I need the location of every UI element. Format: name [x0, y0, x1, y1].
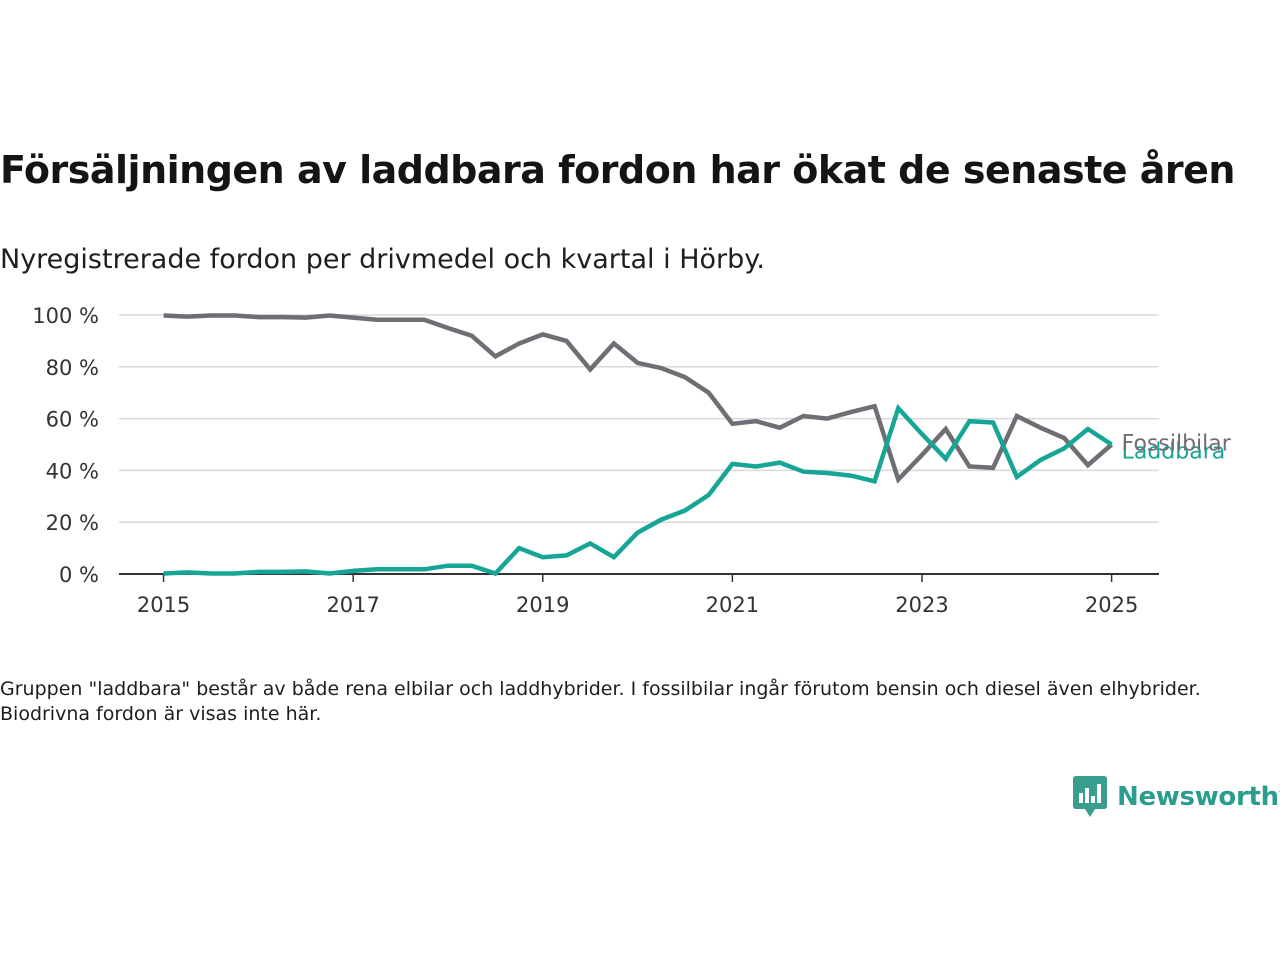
brand-name: Newsworthy	[1117, 782, 1280, 812]
x-tick-label: 2021	[706, 593, 759, 617]
x-tick-label: 2019	[516, 593, 569, 617]
series-lines	[163, 313, 1114, 577]
y-tick-label: 0 %	[59, 563, 99, 587]
brand-logo: Newsworthy	[1073, 776, 1280, 818]
chart-title: Försäljningen av laddbara fordon har öka…	[0, 148, 1235, 192]
x-tick-label: 2017	[326, 593, 379, 617]
series-line-laddbara	[163, 403, 1113, 577]
y-tick-label: 80 %	[46, 356, 99, 380]
x-tick-label: 2023	[895, 593, 948, 617]
x-tick-label: 2025	[1085, 593, 1138, 617]
y-axis-ticks: 0 % 20 % 40 % 60 % 80 % 100 %	[32, 304, 99, 587]
chart-subtitle: Nyregistrerade fordon per drivmedel och …	[0, 244, 765, 275]
series-label-fossilbilar: Fossilbilar	[1122, 432, 1232, 457]
y-tick-label: 40 %	[46, 459, 99, 483]
x-axis: 2015 2017 2019 2021 2023 2025	[119, 573, 1159, 617]
series-line-fossilbilar	[163, 313, 1114, 484]
footnote: Gruppen "laddbara" består av både rena e…	[0, 678, 1201, 725]
y-tick-label: 20 %	[46, 511, 99, 535]
y-tick-label: 100 %	[32, 304, 99, 328]
newsworthy-logo-icon	[1073, 776, 1107, 817]
x-tick-label: 2015	[137, 593, 190, 617]
gridlines	[119, 314, 1159, 523]
series-label-laddbara: Laddbara	[1122, 440, 1226, 465]
y-tick-label: 60 %	[46, 408, 99, 432]
line-chart: 0 % 20 % 40 % 60 % 80 % 100 % 2015 2017 2019 202…	[32, 304, 1232, 617]
